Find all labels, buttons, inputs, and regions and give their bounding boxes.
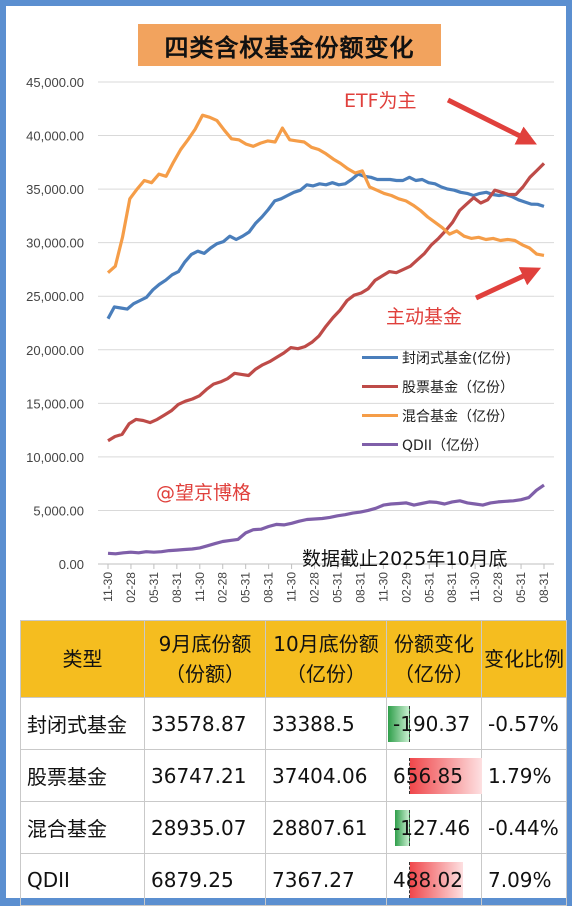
x-tick-label: 08-31 xyxy=(353,572,367,603)
legend-item-mixed: 混合基金（亿份） xyxy=(362,401,514,430)
x-tick-label: 05-31 xyxy=(239,572,253,603)
watermark-text: @望京博格 xyxy=(156,482,252,504)
x-tick-label: 02-28 xyxy=(308,572,322,603)
annotation-etf: ETF为主 xyxy=(344,90,417,112)
legend-item-stock: 股票基金（亿份） xyxy=(362,372,514,401)
cell-type: 封闭式基金 xyxy=(20,697,145,750)
table-row: 混合基金 28935.07 28807.61 -127.46 -0.44% xyxy=(20,801,567,854)
chart-title: 四类含权基金份额变化 xyxy=(138,24,441,66)
share-change-table: 类型 9月底份额 （份额） 10月底份额 （亿份） 份额变化 （亿份） 变化比例… xyxy=(20,620,567,906)
x-tick-label: 11-30 xyxy=(193,572,207,602)
legend-label: QDII（亿份） xyxy=(402,437,489,454)
cell-pct: -0.44% xyxy=(481,801,567,854)
arrow-active xyxy=(474,267,542,301)
y-tick-label: 5,000.00 xyxy=(33,503,84,518)
arrow-etf xyxy=(446,97,537,145)
header-change: 份额变化 （亿份） xyxy=(386,620,482,698)
cell-oct: 37404.06 xyxy=(265,749,387,802)
table-row: 封闭式基金 33578.87 33388.5 -190.37 -0.57% xyxy=(20,697,567,750)
legend-label: 封闭式基金(亿份) xyxy=(402,350,511,367)
x-tick-label: 02-29 xyxy=(399,572,413,603)
y-tick-label: 0.00 xyxy=(59,557,84,572)
cell-pct: -0.57% xyxy=(481,697,567,750)
x-tick-label: 02-28 xyxy=(491,572,505,603)
line-chart: 0.00 5,000.00 10,000.00 15,000.00 20,000.00 2… xyxy=(26,75,554,603)
cell-change: -127.46 xyxy=(386,801,482,854)
cell-pct: 7.09% xyxy=(481,853,567,906)
x-tick-label: 05-31 xyxy=(330,572,344,603)
x-tick-label: 11-30 xyxy=(285,572,299,602)
y-tick-label: 45,000.00 xyxy=(26,75,84,90)
series-line-0 xyxy=(106,172,545,320)
y-tick-label: 30,000.00 xyxy=(26,236,84,251)
chart-panel: 0.00 5,000.00 10,000.00 15,000.00 20,000.00 2… xyxy=(6,6,567,906)
y-tick-label: 20,000.00 xyxy=(26,343,84,358)
cell-type: 混合基金 xyxy=(20,801,145,854)
cell-change: 656.85 xyxy=(386,749,482,802)
cell-type: 股票基金 xyxy=(20,749,145,802)
positive-change-bar xyxy=(409,862,464,898)
x-tick-label: 08-31 xyxy=(537,572,551,603)
legend-label: 股票基金（亿份） xyxy=(402,379,514,396)
series-line-3 xyxy=(107,483,545,556)
cell-change: -190.37 xyxy=(386,697,482,750)
x-tick-label: 11-30 xyxy=(101,572,115,602)
y-tick-label: 25,000.00 xyxy=(26,289,84,304)
series-line-1 xyxy=(107,162,546,443)
x-tick-label: 08-31 xyxy=(170,572,184,603)
legend-label: 混合基金（亿份） xyxy=(402,408,514,425)
cell-pct: 1.79% xyxy=(481,749,567,802)
x-tick-label: 02-28 xyxy=(124,572,138,603)
cell-oct: 7367.27 xyxy=(265,853,387,906)
x-tick-label: 02-28 xyxy=(216,572,230,603)
cell-sep: 28935.07 xyxy=(144,801,266,854)
x-tick-label: 08-31 xyxy=(445,572,459,603)
x-tick-label: 05-31 xyxy=(422,572,436,603)
y-tick-label: 15,000.00 xyxy=(26,396,84,411)
header-type: 类型 xyxy=(20,620,145,698)
header-sep: 9月底份额 （份额） xyxy=(144,620,266,698)
header-oct: 10月底份额 （亿份） xyxy=(265,620,387,698)
negative-change-bar xyxy=(388,706,410,742)
positive-change-bar xyxy=(409,758,482,794)
series-line-2 xyxy=(106,113,545,274)
x-tick-label: 11-30 xyxy=(376,572,390,602)
x-tick-label: 05-31 xyxy=(147,572,161,603)
y-tick-label: 40,000.00 xyxy=(26,129,84,144)
cell-oct: 28807.61 xyxy=(265,801,387,854)
legend-item-closed: 封闭式基金(亿份) xyxy=(362,343,514,372)
x-tick-label: 11-30 xyxy=(468,572,482,602)
cell-oct: 33388.5 xyxy=(265,697,387,750)
table-row: 股票基金 36747.21 37404.06 656.85 1.79% xyxy=(20,749,567,802)
y-tick-label: 35,000.00 xyxy=(26,182,84,197)
x-tick-label: 08-31 xyxy=(262,572,276,603)
header-pct: 变化比例 xyxy=(481,620,567,698)
legend-item-qdii: QDII（亿份） xyxy=(362,430,514,459)
cell-sep: 33578.87 xyxy=(144,697,266,750)
data-cutoff-note: 数据截止2025年10月底 xyxy=(302,548,508,570)
cell-type: QDII xyxy=(20,853,145,906)
annotation-active: 主动基金 xyxy=(386,306,463,328)
y-tick-label: 10,000.00 xyxy=(26,450,84,465)
table-header-row: 类型 9月底份额 （份额） 10月底份额 （亿份） 份额变化 （亿份） 变化比例 xyxy=(20,620,567,698)
cell-sep: 6879.25 xyxy=(144,853,266,906)
negative-change-bar xyxy=(395,810,410,846)
x-tick-label: 05-31 xyxy=(514,572,528,603)
chart-legend: 封闭式基金(亿份) 股票基金（亿份） 混合基金（亿份） QDII（亿份） xyxy=(362,343,514,459)
cell-change: 488.02 xyxy=(386,853,482,906)
table-row: QDII 6879.25 7367.27 488.02 7.09% xyxy=(20,853,567,906)
cell-sep: 36747.21 xyxy=(144,749,266,802)
